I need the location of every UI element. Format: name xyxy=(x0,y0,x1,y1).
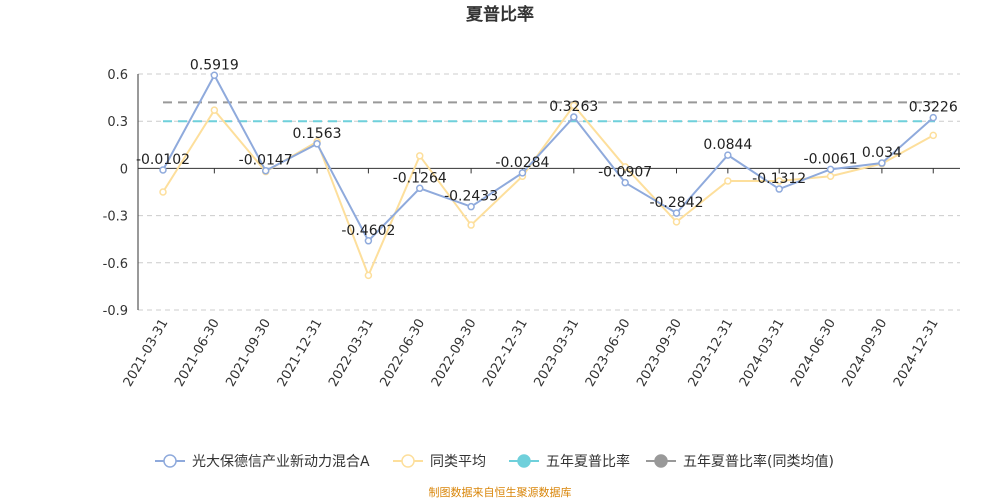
x-tick-label: 2021-06-30 xyxy=(172,317,223,390)
y-tick-label: 0 xyxy=(120,162,128,177)
legend-label: 五年夏普比率 xyxy=(546,453,630,470)
data-label: 0.3226 xyxy=(909,100,958,116)
peer-average-point xyxy=(364,271,373,280)
fund-point xyxy=(261,166,270,175)
x-tick-label: 2021-12-31 xyxy=(275,317,326,390)
y-tick-label: -0.3 xyxy=(103,210,128,225)
fund-point xyxy=(570,113,578,121)
data-label: 0.1563 xyxy=(293,126,342,142)
reference-lines xyxy=(163,101,935,123)
fund-point xyxy=(364,237,373,245)
legend-item: 光大保德信产业新动力混合A xyxy=(155,454,370,470)
peer-average-point xyxy=(621,163,629,171)
x-tick-label: 2023-03-31 xyxy=(531,317,582,390)
peer-average-point xyxy=(159,188,167,196)
fund-point xyxy=(210,71,219,80)
legend-label: 光大保德信产业新动力混合A xyxy=(192,454,370,470)
peer-average-point xyxy=(416,152,424,160)
fund-point xyxy=(416,184,424,193)
x-tick-label: 2022-06-30 xyxy=(377,317,428,390)
x-tick-label: 2024-03-31 xyxy=(737,317,788,390)
peer-average-point xyxy=(775,177,783,185)
y-tick-label: 0.3 xyxy=(107,115,128,130)
peer-average-point xyxy=(929,131,937,140)
peer-average-point xyxy=(826,172,835,181)
peer-average-point xyxy=(210,106,219,114)
legend-label: 五年夏普比率(同类均值) xyxy=(683,453,834,470)
data-label: -0.2842 xyxy=(649,195,703,211)
legend-item: 五年夏普比率 xyxy=(509,453,630,470)
fund-point xyxy=(929,113,937,122)
x-tick-label: 2024-09-30 xyxy=(840,317,891,390)
data-label: -0.0147 xyxy=(239,153,293,169)
fund-point xyxy=(775,185,783,193)
data-label: -0.0284 xyxy=(495,155,549,171)
fund-point xyxy=(672,209,681,217)
fund-point xyxy=(313,140,321,148)
data-label: -0.2433 xyxy=(444,189,498,205)
x-tick-label: 2022-12-31 xyxy=(480,317,531,390)
peer-average-point xyxy=(570,101,578,110)
legend-label: 同类平均 xyxy=(430,454,486,470)
series-lines xyxy=(159,71,937,280)
data-label: -0.1312 xyxy=(752,171,806,187)
chart-title: 夏普比率 xyxy=(466,4,534,25)
data-label: 0.0844 xyxy=(703,137,752,153)
x-tick-label: 2023-12-31 xyxy=(686,317,737,390)
data-label: 0.5919 xyxy=(190,57,239,73)
legend-marker xyxy=(163,454,177,468)
data-label: 0.034 xyxy=(862,145,902,161)
fund-point xyxy=(467,202,475,211)
x-tick-label: 2023-09-30 xyxy=(634,317,685,390)
fund-point xyxy=(518,169,527,177)
fund-point xyxy=(621,178,629,187)
peer-average-series-line xyxy=(162,103,934,279)
fund-point xyxy=(724,151,732,159)
x-tick-label: 2024-06-30 xyxy=(788,317,839,390)
data-label: -0.0102 xyxy=(136,152,190,168)
x-tick-label: 2021-09-30 xyxy=(223,317,274,390)
data-label: -0.1264 xyxy=(393,170,447,186)
data-label: -0.0061 xyxy=(804,151,858,167)
y-tick-label: -0.6 xyxy=(103,257,128,272)
legend: 光大保德信产业新动力混合A 同类平均 五年夏普比率 五年夏普比率(同类均值) xyxy=(155,453,834,470)
legend-item: 同类平均 xyxy=(393,454,486,470)
fund-point xyxy=(159,166,167,174)
x-tick-label: 2022-03-31 xyxy=(326,317,377,390)
y-tick-label: 0.6 xyxy=(107,68,128,83)
legend-item: 五年夏普比率(同类均值) xyxy=(646,453,834,470)
x-tick-label: 2021-03-31 xyxy=(121,317,172,390)
peer-average-point xyxy=(672,218,681,226)
data-label: -0.4602 xyxy=(341,223,395,239)
peer-average-point xyxy=(467,221,475,229)
x-tick-label: 2022-09-30 xyxy=(429,316,480,389)
fund-series-line xyxy=(162,73,934,243)
data-label: 0.3263 xyxy=(549,99,598,115)
legend-marker xyxy=(517,454,531,468)
x-tick-label: 2023-06-30 xyxy=(583,317,634,390)
legend-marker xyxy=(401,454,415,468)
fund-point xyxy=(826,165,835,174)
source-note: 制图数据来自恒生聚源数据库 xyxy=(429,485,572,499)
legend-marker xyxy=(654,454,668,468)
data-label: -0.0907 xyxy=(598,165,652,181)
peer-average-point xyxy=(724,177,732,185)
x-tick-label: 2024-12-31 xyxy=(891,317,942,390)
y-tick-label: -0.9 xyxy=(103,304,128,319)
fund-point xyxy=(878,159,886,167)
